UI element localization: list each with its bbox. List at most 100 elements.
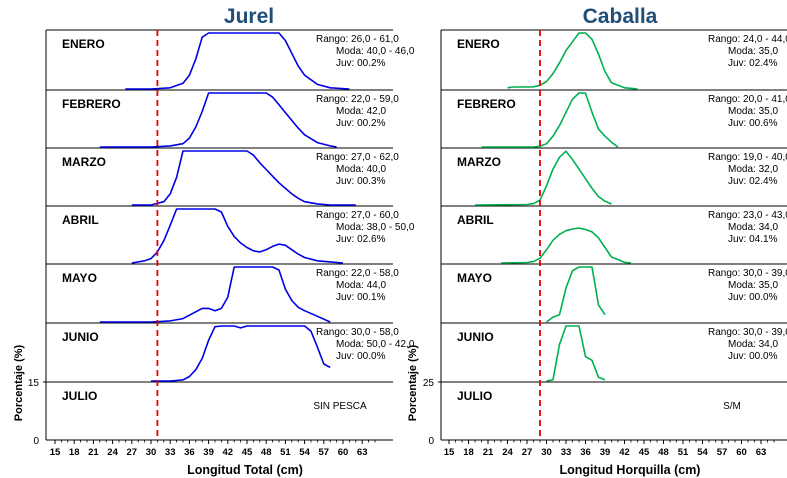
caballa-stat-line: Juv: 02.4% (728, 176, 778, 187)
jurel-month-label: MAYO (62, 271, 97, 285)
caballa-month-label: MARZO (457, 155, 501, 169)
caballa-x-tick-label: 39 (600, 447, 611, 458)
caballa-x-tick-label: 60 (736, 447, 747, 458)
jurel-y-tick-label: 0 (33, 436, 39, 447)
jurel-stat-line: Juv: 02.6% (336, 234, 386, 245)
caballa-length-curve (507, 32, 638, 90)
jurel-stat-line: Rango: 27,0 - 60,0 (316, 210, 399, 221)
jurel-stat-line: Rango: 27,0 - 62,0 (316, 152, 399, 163)
jurel-no-data-note: SIN PESCA (313, 401, 367, 412)
caballa-x-tick-label: 27 (522, 447, 533, 458)
jurel-stat-line: Moda: 44,0 (336, 280, 386, 291)
caballa-stat-line: Moda: 35,0 (728, 106, 778, 117)
jurel-x-tick-label: 27 (127, 447, 138, 458)
caballa-stat-line: Moda: 34,0 (728, 339, 778, 350)
caballa-stat-line: Moda: 35,0 (728, 46, 778, 57)
jurel-x-tick-label: 33 (165, 447, 176, 458)
caballa-x-tick-label: 30 (541, 447, 552, 458)
jurel-x-tick-label: 60 (338, 447, 349, 458)
jurel-month-label: JULIO (62, 389, 97, 403)
jurel-x-tick-label: 57 (319, 447, 330, 458)
caballa-x-tick-label: 15 (444, 447, 455, 458)
caballa-x-tick-label: 21 (483, 447, 494, 458)
caballa-title: Caballa (583, 5, 658, 28)
jurel-stat-line: Rango: 30,0 - 58,0 (316, 327, 399, 338)
caballa-length-curve (474, 150, 612, 206)
caballa-stat-line: Rango: 19,0 - 40,0 (708, 152, 787, 163)
jurel-stat-line: Moda: 50,0 - 42,0 (336, 339, 415, 350)
jurel-stat-line: Juv: 00.2% (336, 58, 386, 69)
caballa-x-tick-label: 57 (717, 447, 728, 458)
jurel-x-tick-label: 18 (69, 447, 80, 458)
caballa-x-tick-label: 45 (639, 447, 650, 458)
caballa-length-curve (546, 266, 606, 323)
caballa-stat-line: Rango: 23,0 - 43,0 (708, 210, 787, 221)
jurel-month-label: FEBRERO (62, 97, 121, 111)
jurel-month-label: MARZO (62, 155, 106, 169)
jurel-stat-line: Moda: 40,0 - 46,0 (336, 46, 415, 57)
jurel-length-curve (99, 92, 337, 148)
caballa-stat-line: Moda: 32,0 (728, 164, 778, 175)
caballa-x-tick-label: 48 (658, 447, 669, 458)
jurel-month-label: JUNIO (62, 330, 99, 344)
caballa-stat-line: Rango: 30,0 - 39,0 (708, 327, 787, 338)
caballa-x-tick-label: 51 (678, 447, 689, 458)
jurel-month-label: ENERO (62, 37, 105, 51)
jurel-month-label: ABRIL (62, 213, 99, 227)
caballa-x-tick-label: 33 (561, 447, 572, 458)
jurel-stat-line: Juv: 00.3% (336, 176, 386, 187)
caballa-stat-line: Juv: 04.1% (728, 234, 778, 245)
caballa-y-tick-label: 0 (428, 436, 434, 447)
caballa-x-tick-label: 54 (697, 447, 708, 458)
jurel-stat-line: Rango: 22,0 - 59,0 (316, 94, 399, 105)
jurel-length-curve (131, 208, 344, 264)
caballa-y-tick-label: 25 (423, 378, 435, 389)
caballa-x-axis-label: Longitud Horquilla (cm) (560, 463, 701, 477)
caballa-x-tick-label: 24 (502, 447, 513, 458)
jurel-length-curve (99, 266, 331, 323)
jurel-x-tick-label: 15 (50, 447, 61, 458)
jurel-length-curve (151, 325, 331, 382)
caballa-stat-line: Rango: 24,0 - 44,0 (708, 34, 787, 45)
jurel-x-tick-label: 39 (203, 447, 214, 458)
jurel-x-tick-label: 21 (88, 447, 99, 458)
caballa-stat-line: Moda: 35,0 (728, 280, 778, 291)
caballa-stat-line: Juv: 02.4% (728, 58, 778, 69)
jurel-x-tick-label: 51 (280, 447, 291, 458)
caballa-length-curve (481, 92, 619, 148)
caballa-month-label: ENERO (457, 37, 500, 51)
jurel-length-curve (125, 32, 350, 90)
jurel-x-tick-label: 63 (357, 447, 368, 458)
caballa-month-label: JUNIO (457, 330, 494, 344)
jurel-x-tick-label: 48 (261, 447, 272, 458)
jurel-x-tick-label: 45 (242, 447, 253, 458)
caballa-length-curve (546, 325, 606, 382)
caballa-stat-line: Juv: 00.6% (728, 118, 778, 129)
jurel-stat-line: Moda: 38,0 - 50,0 (336, 222, 415, 233)
jurel-stat-line: Juv: 00.0% (336, 351, 386, 362)
jurel-stat-line: Rango: 26,0 - 61,0 (316, 34, 399, 45)
caballa-stat-line: Juv: 00.0% (728, 351, 778, 362)
jurel-x-tick-label: 54 (299, 447, 310, 458)
caballa-month-label: FEBRERO (457, 97, 516, 111)
jurel-y-axis-label: Porcentaje (%) (13, 344, 25, 421)
caballa-no-data-note: S/M (723, 401, 741, 412)
caballa-length-curve (500, 227, 632, 264)
caballa-y-axis-label: Porcentaje (%) (407, 344, 419, 421)
caballa-x-tick-label: 18 (463, 447, 474, 458)
caballa-month-label: ABRIL (457, 213, 494, 227)
jurel-stat-line: Moda: 40,0 (336, 164, 386, 175)
jurel-x-tick-label: 42 (223, 447, 234, 458)
caballa-x-tick-label: 63 (756, 447, 767, 458)
jurel-x-axis-label: Longitud Total (cm) (187, 463, 303, 477)
caballa-x-tick-label: 36 (580, 447, 591, 458)
caballa-month-label: MAYO (457, 271, 492, 285)
jurel-x-tick-label: 36 (184, 447, 195, 458)
caballa-x-tick-label: 42 (619, 447, 630, 458)
caballa-stat-line: Rango: 30,0 - 39,0 (708, 268, 787, 279)
jurel-x-tick-label: 30 (146, 447, 157, 458)
jurel-y-tick-label: 15 (28, 378, 40, 389)
caballa-month-label: JULIO (457, 389, 492, 403)
jurel-length-curve (131, 150, 356, 206)
